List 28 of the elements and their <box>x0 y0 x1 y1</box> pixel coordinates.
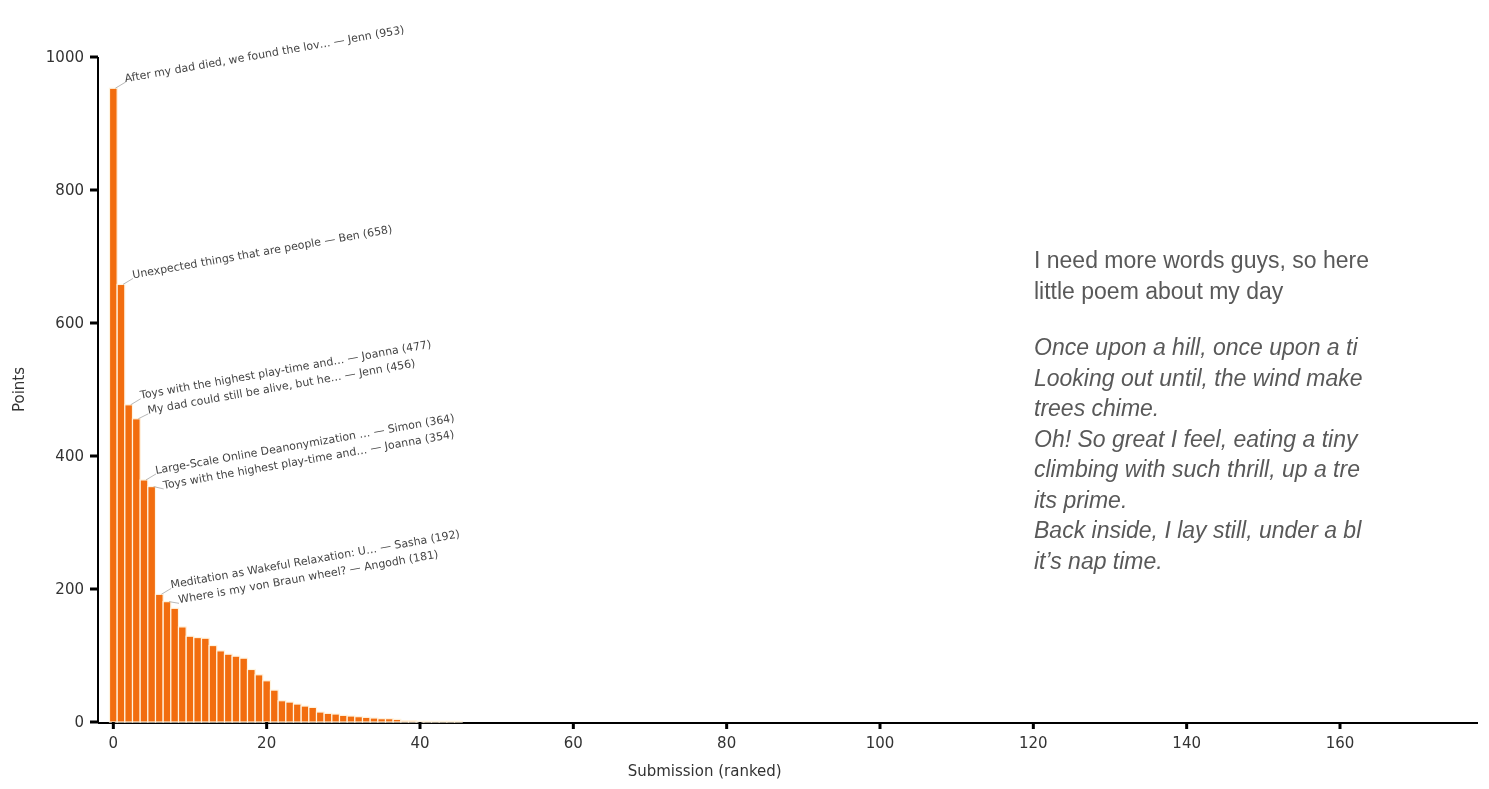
x-tick-label: 160 <box>1325 734 1355 752</box>
annotation: little poem about my day <box>1034 277 1284 304</box>
x-tick-label: 100 <box>865 734 895 752</box>
x-tick-label: 60 <box>563 734 583 752</box>
y-tick-label: 200 <box>55 580 84 598</box>
x-tick-label: 0 <box>108 734 119 752</box>
annotation: it’s nap time. <box>1034 547 1163 574</box>
y-tick-label: 0 <box>74 713 84 731</box>
y-tick-label: 800 <box>55 181 84 199</box>
annotation: I need more words guys, so here <box>1034 247 1369 273</box>
annotation: its prime. <box>1034 486 1128 513</box>
x-axis-title: Submission (ranked) <box>627 762 782 780</box>
y-tick-label: 1000 <box>45 48 84 66</box>
x-tick-label: 120 <box>1019 734 1048 752</box>
x-tick-label: 20 <box>257 734 277 752</box>
x-tick-label: 40 <box>410 734 430 752</box>
y-tick-label: 400 <box>55 447 84 465</box>
y-tick-label: 600 <box>55 314 84 332</box>
annotation: climbing with such thrill, up a tre <box>1034 456 1360 482</box>
annotation: Back inside, I lay still, under a bl <box>1034 517 1363 543</box>
annotation: After my dad died, we found the lov… — Jenn (953) <box>123 23 406 86</box>
annotation: trees chime. <box>1034 395 1160 421</box>
annotation: Oh! So great I feel, eating a tiny <box>1034 425 1359 452</box>
x-tick-label: 140 <box>1172 734 1201 752</box>
y-axis-title: Points <box>10 366 28 413</box>
x-tick-label: 80 <box>717 734 737 752</box>
annotation: Once upon a hill, once upon a ti <box>1034 334 1359 360</box>
annotation: Looking out until, the wind make <box>1034 364 1363 391</box>
